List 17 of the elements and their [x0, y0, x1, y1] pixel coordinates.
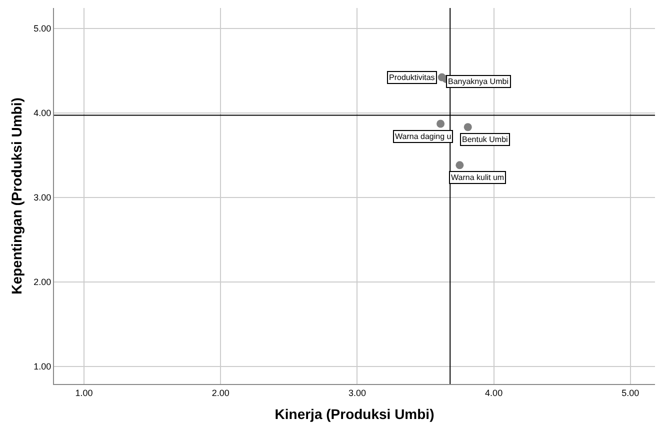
x-tick-label: 5.00: [622, 388, 640, 398]
x-tick-label: 1.00: [75, 388, 93, 398]
x-axis-title: Kinerja (Produksi Umbi): [274, 406, 434, 422]
x-tick-label: 3.00: [348, 388, 366, 398]
annotation: Bentuk Umbi: [462, 135, 508, 144]
annotation: Warna kulit um: [451, 173, 504, 182]
y-tick-label: 1.00: [34, 361, 52, 372]
annotation: Warna daging u: [395, 132, 452, 141]
y-axis-title: Kepentingan (Produksi Umbi): [8, 98, 24, 294]
y-tick-label: 2.00: [34, 276, 52, 287]
y-tick-label: 5.00: [34, 23, 52, 34]
y-tick-label: 4.00: [34, 108, 52, 118]
annotation: Banyaknya Umbi: [448, 77, 509, 86]
x-tick-label: 4.00: [485, 388, 503, 398]
annotation: Produktivitas: [389, 73, 435, 82]
x-tick-label: 2.00: [212, 388, 230, 398]
y-tick-label: 3.00: [34, 192, 52, 202]
